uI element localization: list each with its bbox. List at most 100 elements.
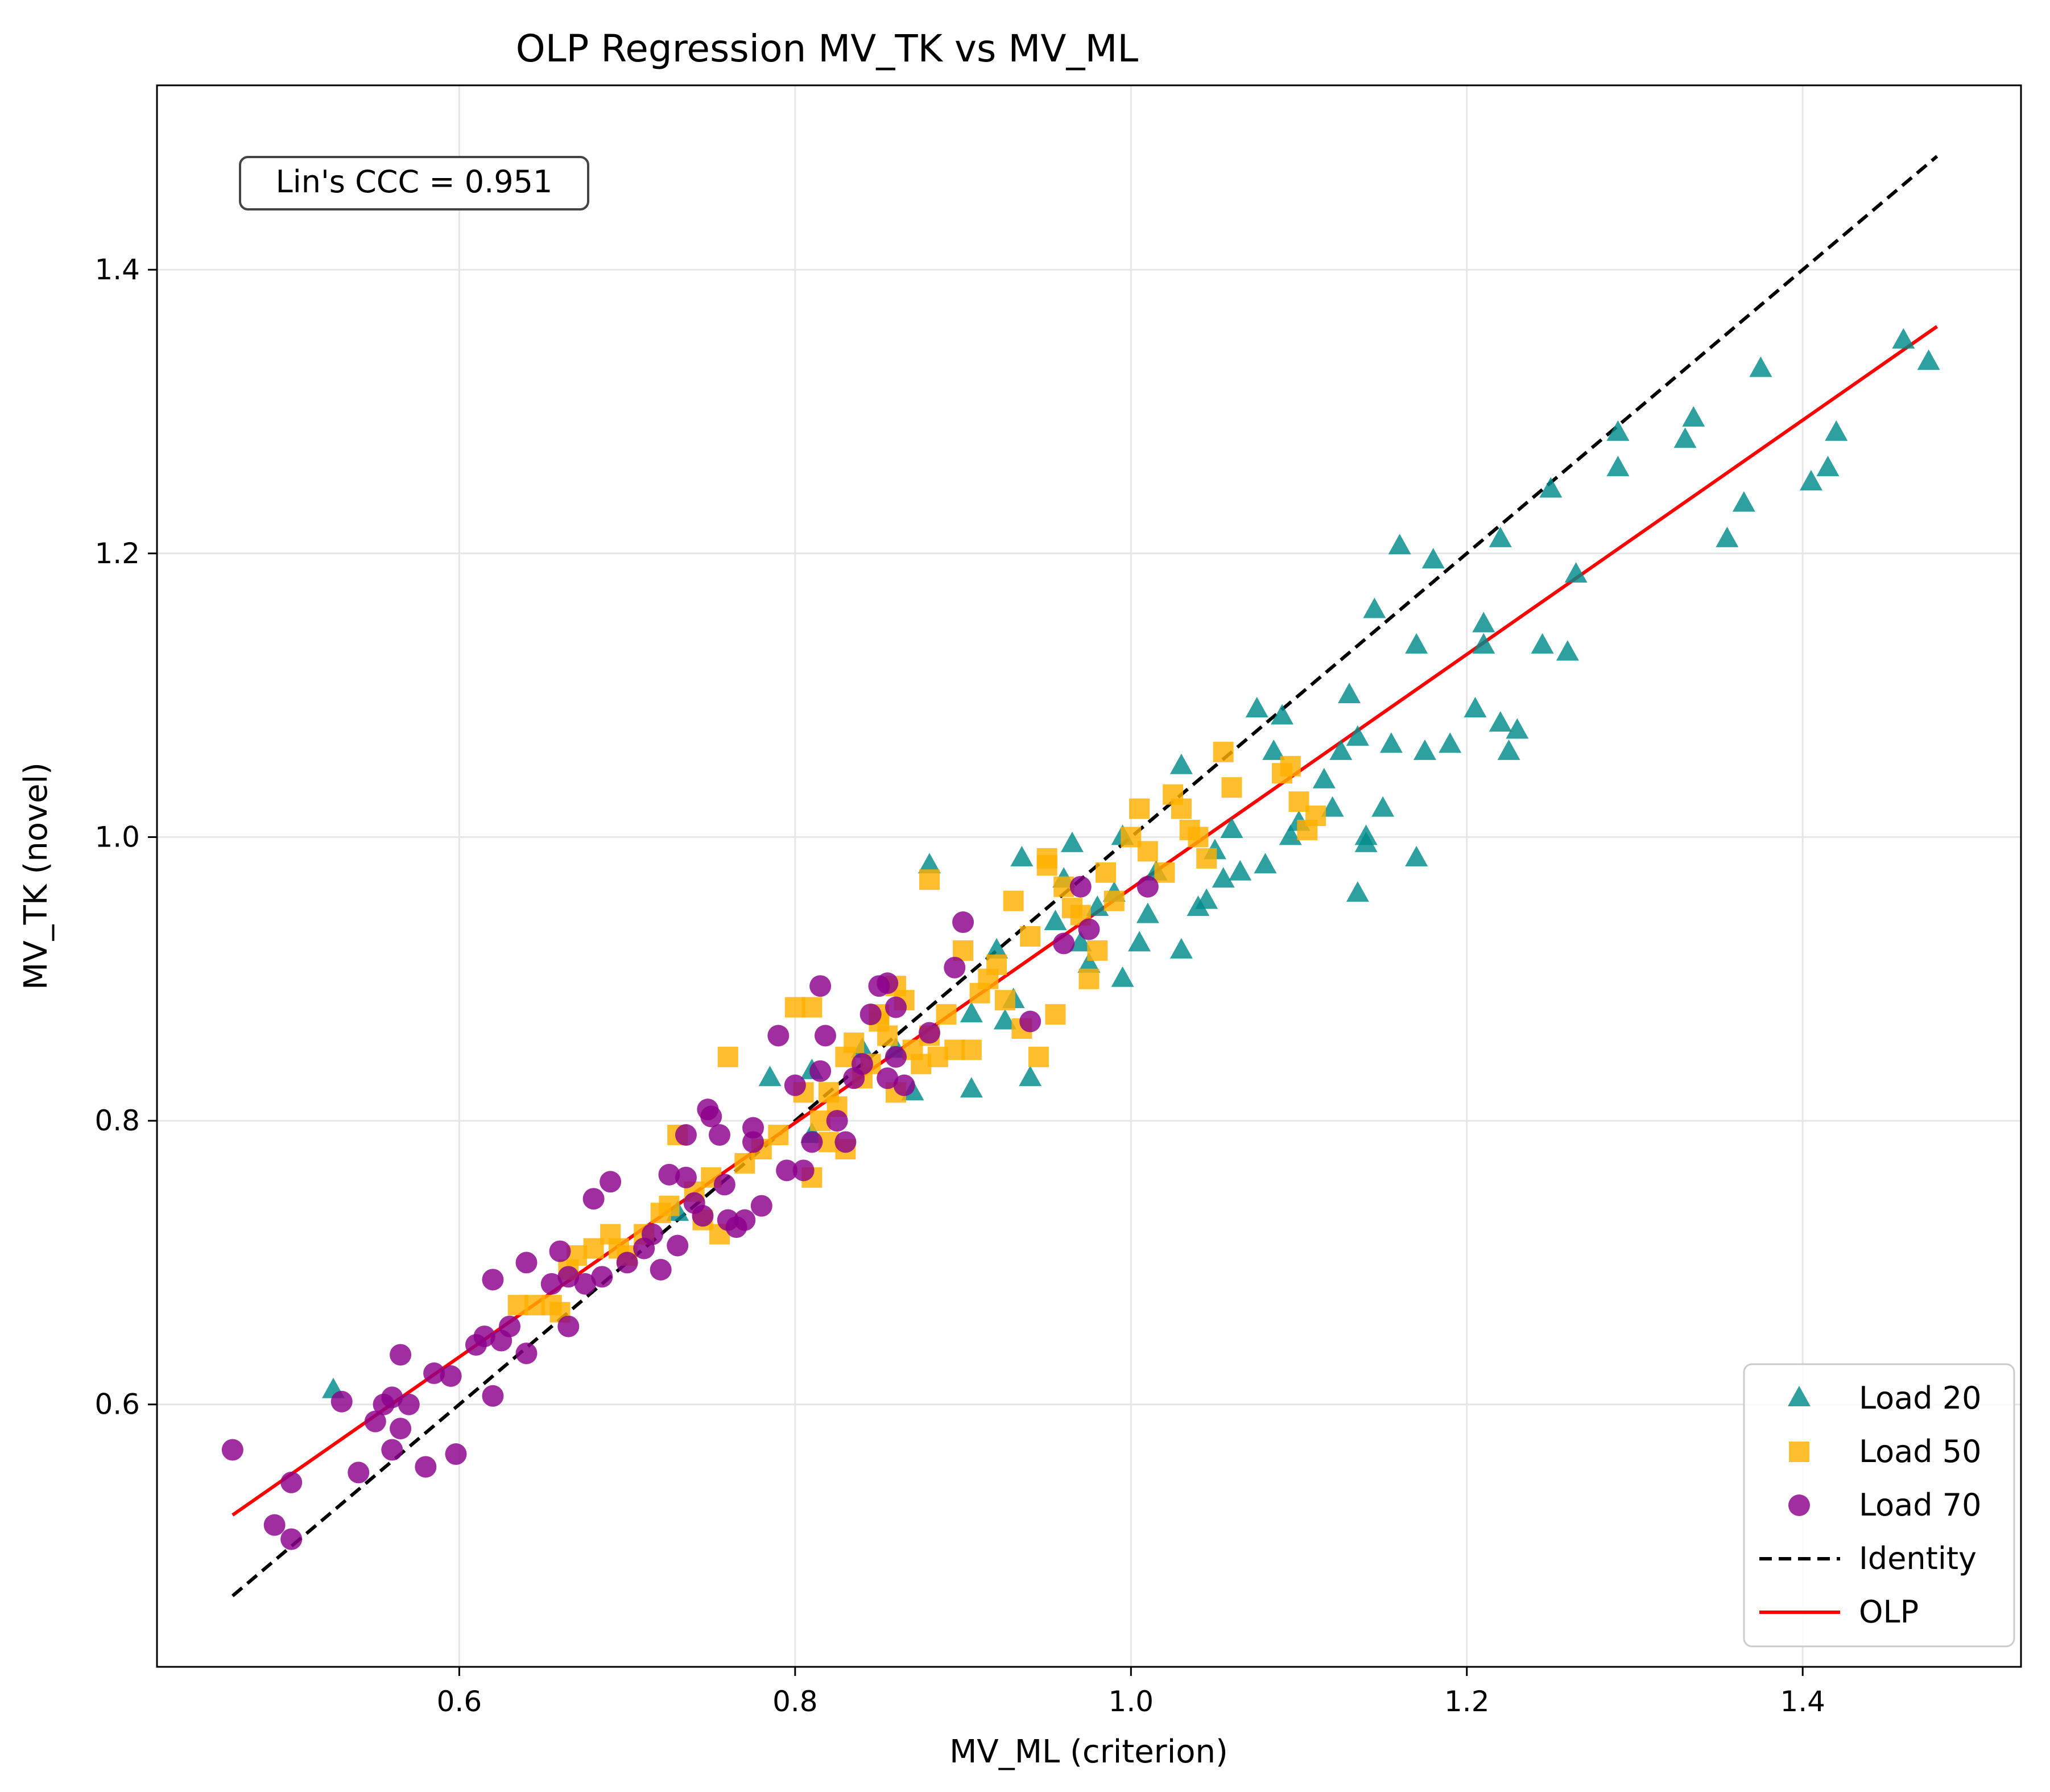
data-point-load-50	[801, 997, 823, 1018]
data-point-load-70	[952, 911, 974, 934]
data-point-load-20	[1816, 456, 1840, 477]
data-point-load-20	[1439, 732, 1462, 753]
data-point-load-20	[918, 853, 941, 874]
data-point-load-70	[557, 1266, 580, 1288]
data-point-load-20	[1128, 931, 1151, 952]
data-point-load-20	[1245, 697, 1268, 718]
plot-frame	[156, 84, 2022, 1668]
y-tick-label: 1.2	[94, 537, 140, 570]
data-point-load-20	[1539, 477, 1563, 498]
data-point-load-20	[1472, 633, 1495, 654]
data-point-load-70	[641, 1223, 663, 1245]
data-point-load-70	[263, 1514, 286, 1536]
data-point-load-70	[834, 1131, 857, 1153]
data-point-load-50	[1003, 890, 1024, 911]
data-point-load-70	[734, 1209, 756, 1231]
data-point-load-20	[1606, 456, 1630, 477]
data-point-load-20	[1413, 739, 1436, 760]
data-point-load-70	[415, 1456, 437, 1478]
data-point-load-70	[675, 1124, 697, 1146]
data-point-load-70	[390, 1418, 412, 1440]
data-point-load-70	[381, 1386, 403, 1409]
data-point-load-70	[692, 1205, 714, 1227]
data-point-load-70	[473, 1326, 495, 1348]
data-point-load-20	[1606, 420, 1630, 441]
data-point-load-70	[482, 1385, 504, 1407]
data-point-load-20	[993, 1009, 1016, 1030]
legend-marker-load-20	[1788, 1386, 1811, 1406]
data-point-load-70	[658, 1163, 680, 1186]
x-tick-label: 0.8	[772, 1685, 818, 1718]
data-point-load-70	[423, 1362, 445, 1384]
data-point-load-20	[1673, 427, 1697, 448]
data-point-load-20	[1329, 739, 1353, 760]
data-point-load-20	[1716, 526, 1739, 547]
data-point-load-20	[960, 1077, 983, 1098]
data-point-load-70	[1069, 876, 1092, 898]
data-point-load-20	[1489, 711, 1512, 732]
data-point-load-20	[1010, 845, 1034, 866]
data-point-load-20	[1077, 952, 1101, 973]
y-axis-label: MV_TK (novel)	[18, 762, 55, 990]
data-point-load-50	[1305, 806, 1326, 827]
data-point-load-20	[1060, 831, 1084, 852]
data-point-load-20	[1312, 767, 1336, 788]
data-point-load-70	[801, 1131, 823, 1153]
data-point-load-70	[877, 972, 899, 994]
data-point-load-70	[792, 1159, 815, 1182]
data-point-load-20	[1556, 640, 1579, 661]
data-point-load-20	[1489, 526, 1512, 547]
data-point-load-20	[1917, 349, 1940, 370]
data-point-load-70	[1019, 1010, 1041, 1033]
data-point-load-50	[936, 1004, 957, 1025]
data-point-load-70	[390, 1344, 412, 1366]
data-point-load-50	[1171, 798, 1192, 819]
y-tick-label: 0.8	[94, 1104, 140, 1137]
legend-label-identity: Identity	[1859, 1541, 1977, 1576]
data-point-load-50	[1137, 841, 1158, 862]
data-point-load-70	[591, 1266, 613, 1288]
legend-symbols	[1759, 1386, 1840, 1614]
annotation-box: Lin's CCC = 0.951	[239, 156, 589, 210]
data-point-load-70	[498, 1315, 520, 1337]
data-point-load-20	[1069, 931, 1092, 952]
data-point-load-70	[893, 1074, 915, 1096]
data-point-load-50	[768, 1125, 789, 1146]
ccc-annotation: Lin's CCC = 0.951	[276, 164, 553, 200]
data-point-load-20	[1825, 420, 1848, 441]
data-point-load-70	[330, 1390, 353, 1413]
data-point-load-70	[650, 1258, 672, 1281]
data-point-load-50	[717, 1046, 738, 1067]
data-point-load-20	[1321, 796, 1344, 817]
data-point-load-20	[1346, 881, 1369, 902]
data-point-load-20	[1044, 910, 1067, 931]
data-point-load-20	[1229, 860, 1252, 881]
data-point-load-20	[1732, 491, 1755, 512]
data-point-load-70	[826, 1110, 848, 1132]
annotation-frame	[239, 156, 589, 210]
data-point-load-70	[515, 1252, 538, 1274]
data-point-load-70	[381, 1439, 403, 1461]
points-layer	[221, 328, 1940, 1550]
data-point-load-20	[1363, 597, 1386, 618]
data-point-load-20	[1111, 966, 1134, 987]
legend-marker-load-50	[1789, 1442, 1809, 1462]
legend-label-load-20: Load 20	[1859, 1380, 1981, 1416]
data-point-load-70	[885, 996, 907, 1018]
legend-frame	[1743, 1363, 2015, 1648]
data-point-load-50	[844, 1032, 865, 1053]
data-point-load-20	[960, 1002, 983, 1023]
data-point-load-20	[1169, 753, 1193, 774]
data-point-load-70	[574, 1273, 596, 1295]
data-point-load-50	[1087, 940, 1108, 961]
ticks-layer: 0.6 0.8 1.0 1.2 1.4 0.6 0.8 1.0 1.2 1.4	[94, 253, 1825, 1718]
data-point-load-50	[1129, 798, 1150, 819]
data-point-load-20	[1799, 470, 1822, 491]
data-point-load-70	[582, 1188, 605, 1210]
y-tick-label: 1.4	[94, 253, 140, 286]
legend-marker-load-70	[1788, 1494, 1810, 1516]
x-tick-label: 1.2	[1444, 1685, 1490, 1718]
data-point-load-70	[784, 1074, 806, 1096]
data-point-load-70	[709, 1124, 731, 1146]
